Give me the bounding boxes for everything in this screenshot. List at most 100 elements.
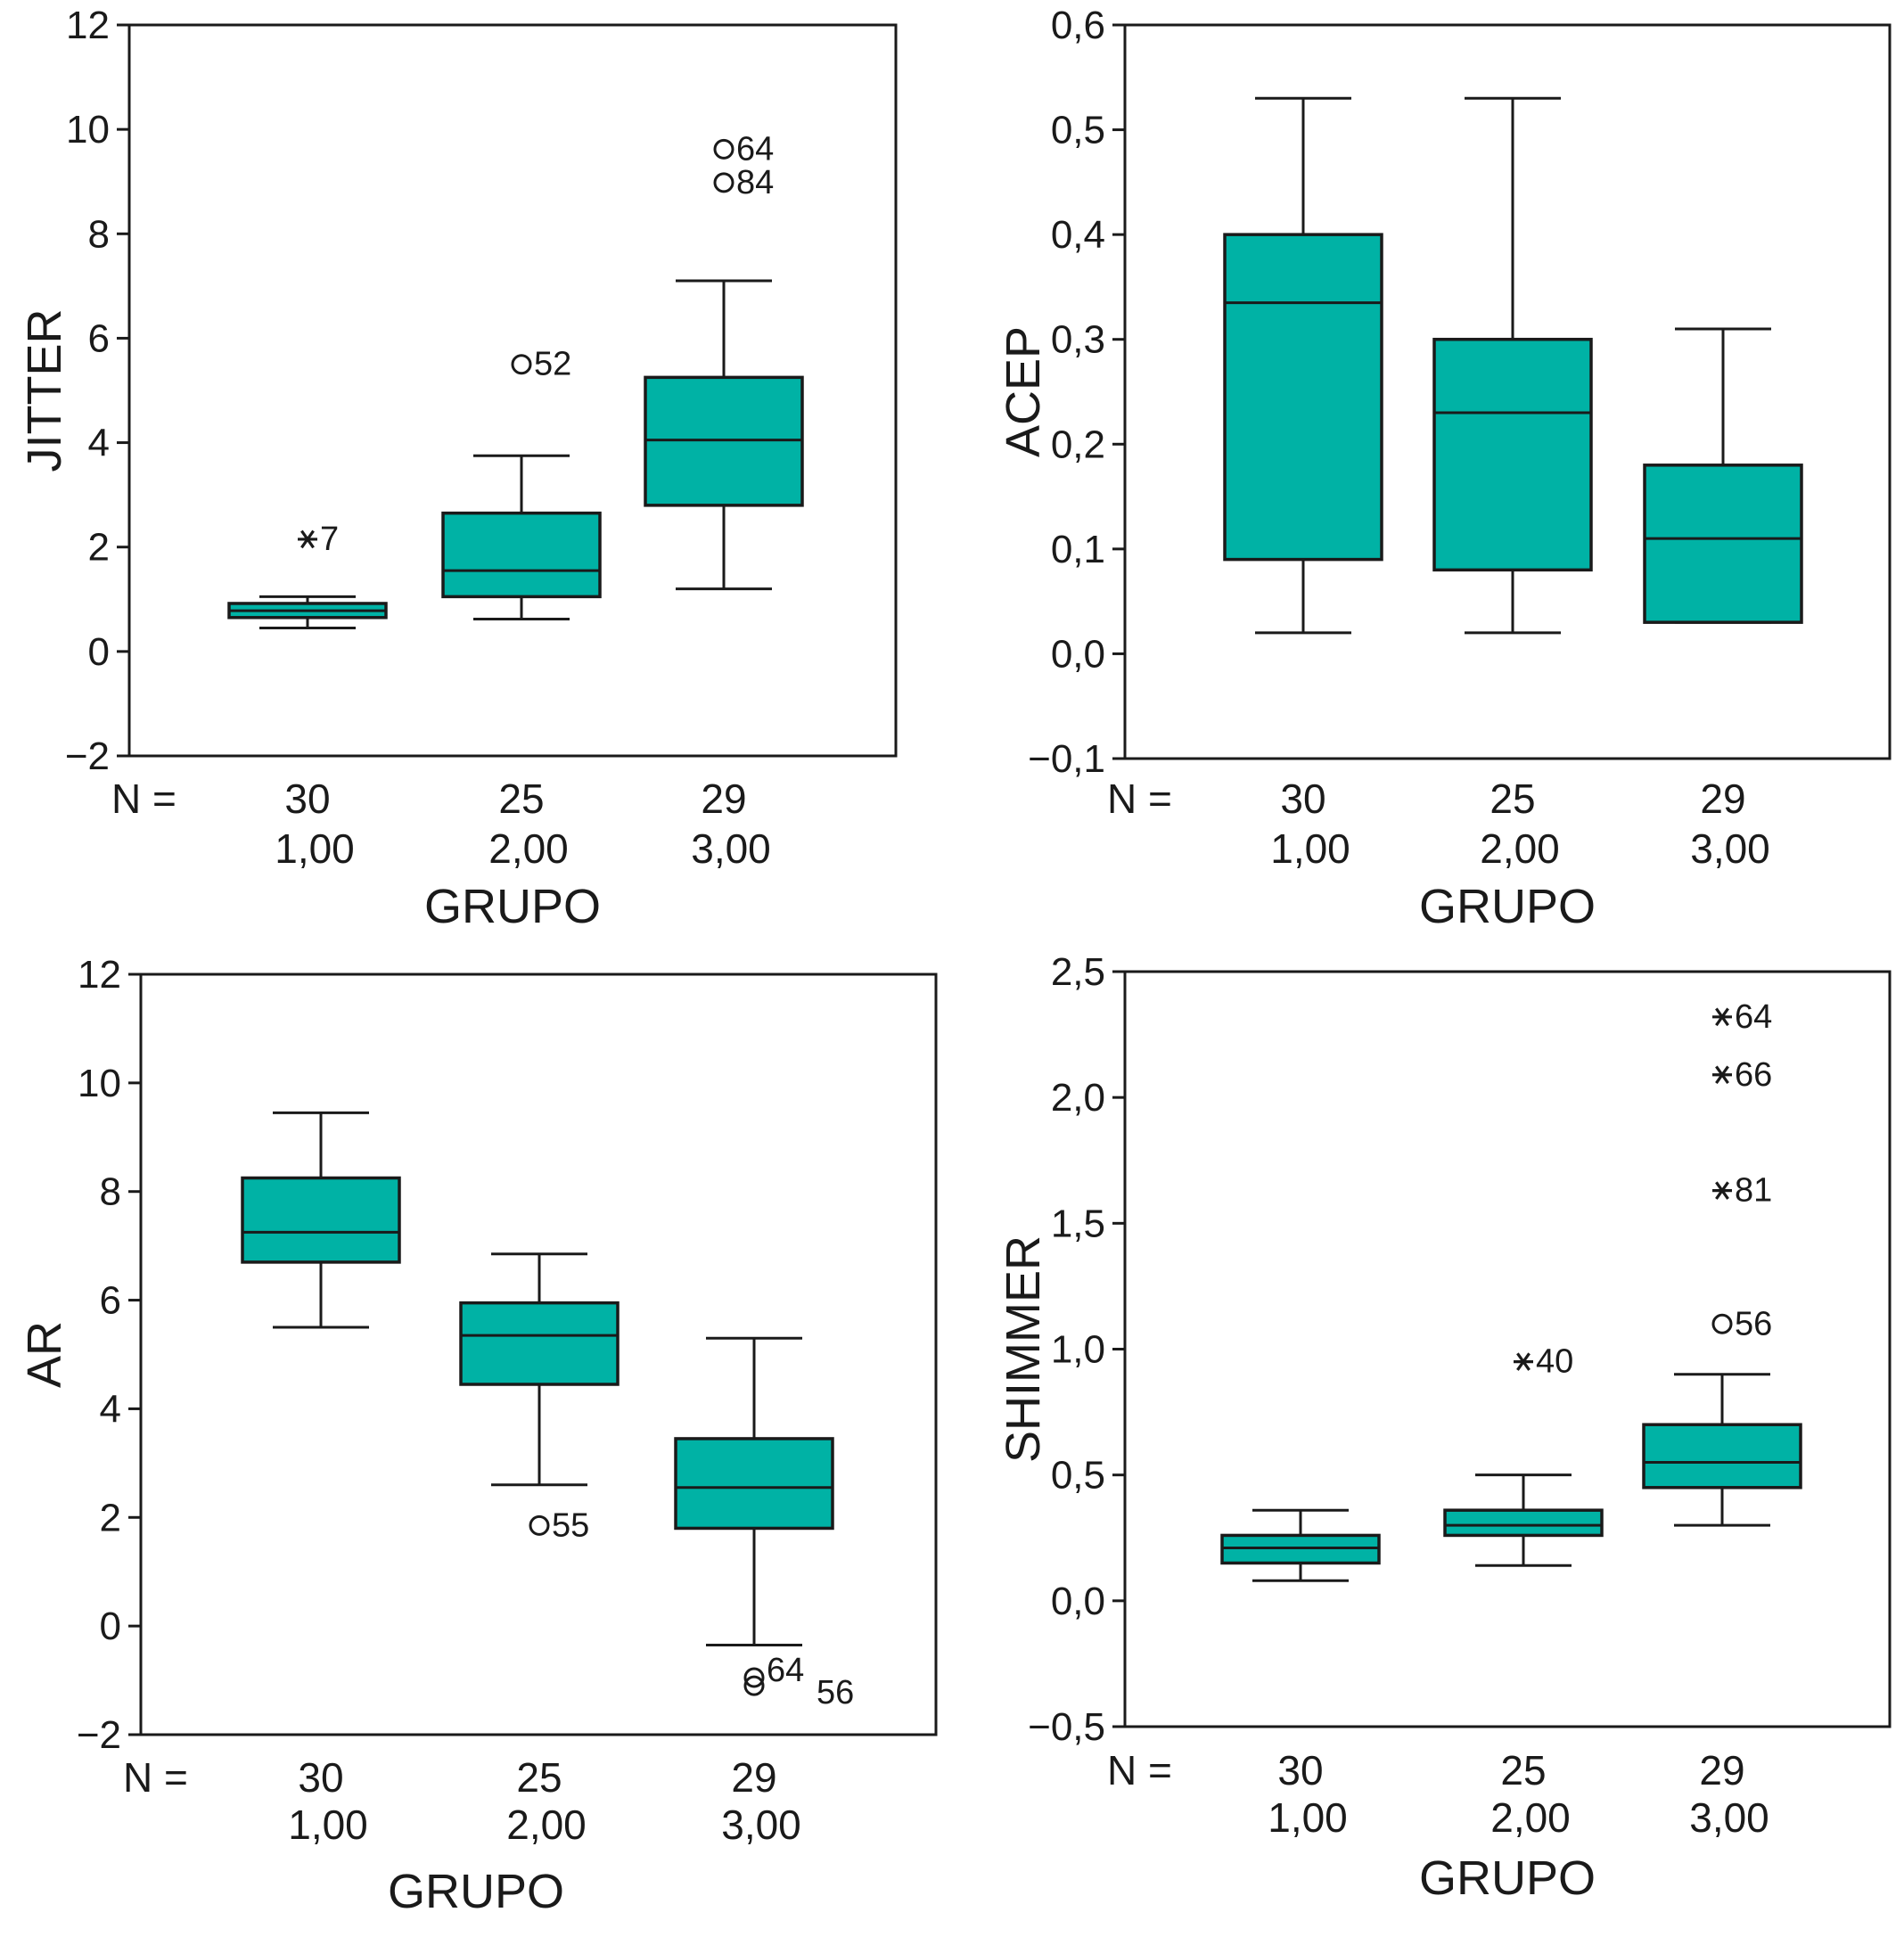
n-count-label: 30 bbox=[1277, 1747, 1323, 1793]
box-group-2: 52 252,00 bbox=[441, 346, 602, 872]
y-tick-label: 6 bbox=[88, 316, 110, 360]
outlier-label: 40 bbox=[1536, 1343, 1573, 1381]
box-group-2: 252,00 bbox=[1432, 96, 1593, 872]
panel-acep: −0,1 0,0 0,1 0,2 0,3 0,4 0,5 0,6 ACEP N = GRUPO 301… bbox=[997, 4, 1892, 933]
box-group-3: 64 66 81 56 293,00 bbox=[1642, 998, 1802, 1841]
y-tick-label: 0,3 bbox=[1051, 318, 1105, 362]
n-count-label: 30 bbox=[298, 1754, 343, 1801]
outlier-label: 84 bbox=[736, 164, 774, 201]
y-tick-label: 12 bbox=[78, 953, 121, 997]
y-tick-label: 8 bbox=[100, 1170, 121, 1214]
box-group-3: 64 56 293,00 bbox=[674, 1336, 854, 1848]
y-axis-label: ACEP bbox=[997, 326, 1050, 457]
y-tick-label: 0,1 bbox=[1051, 528, 1105, 571]
n-prefix-label: N = bbox=[111, 776, 176, 822]
y-tick-label: 10 bbox=[78, 1062, 121, 1105]
extreme-star bbox=[298, 529, 317, 549]
n-count-label: 25 bbox=[1490, 776, 1535, 822]
box-group-2: 55 252,00 bbox=[459, 1252, 620, 1848]
outlier-label: 7 bbox=[320, 521, 339, 558]
y-tick-label: 2,0 bbox=[1051, 1076, 1105, 1120]
outlier-label: 81 bbox=[1735, 1172, 1772, 1210]
plot-frame bbox=[127, 23, 898, 758]
box-group-1: 7 301,00 bbox=[227, 521, 388, 872]
outlier-label: 55 bbox=[552, 1506, 589, 1544]
y-tick-label: −2 bbox=[65, 735, 110, 778]
extreme-star bbox=[1712, 1007, 1732, 1027]
outlier-label: 52 bbox=[534, 346, 571, 383]
box-group-1: 301,00 bbox=[1223, 96, 1383, 872]
y-tick-label: −0,5 bbox=[1028, 1705, 1105, 1749]
y-tick-label: 2 bbox=[100, 1496, 121, 1539]
n-count-label: 30 bbox=[284, 776, 330, 822]
x-axis-label: GRUPO bbox=[1419, 1851, 1596, 1905]
plot-frame bbox=[139, 973, 938, 1736]
iqr-box bbox=[1443, 1508, 1604, 1538]
x-category-label: 3,00 bbox=[721, 1802, 801, 1848]
y-tick-label: 0,4 bbox=[1051, 213, 1105, 257]
n-count-label: 25 bbox=[516, 1754, 562, 1801]
y-tick-label: 8 bbox=[88, 212, 110, 256]
box-group-2: 40 252,00 bbox=[1443, 1343, 1604, 1841]
n-prefix-label: N = bbox=[123, 1754, 188, 1801]
outlier-circle bbox=[743, 1675, 765, 1696]
y-tick-label: 4 bbox=[88, 422, 110, 465]
x-category-label: 2,00 bbox=[506, 1802, 587, 1848]
outlier-circle bbox=[743, 1667, 765, 1688]
x-category-label: 1,00 bbox=[1270, 825, 1350, 872]
y-tick-label: 0 bbox=[88, 630, 110, 674]
n-count-label: 29 bbox=[1699, 1747, 1744, 1793]
y-tick-label: 0,0 bbox=[1051, 1580, 1105, 1623]
y-axis-label: SHIMMER bbox=[997, 1235, 1050, 1463]
y-tick-label: 4 bbox=[100, 1387, 121, 1431]
n-count-label: 29 bbox=[1700, 776, 1745, 822]
x-category-label: 3,00 bbox=[1689, 1794, 1769, 1841]
panel-jitter: −2 0 2 4 6 8 10 12 JITTER N = GRUPO 7 301,00 52 252,00… bbox=[18, 4, 898, 933]
n-count-label: 29 bbox=[731, 1754, 776, 1801]
n-prefix-label: N = bbox=[1107, 1747, 1172, 1793]
x-axis-label: GRUPO bbox=[424, 880, 601, 933]
outlier-circle bbox=[511, 354, 532, 375]
y-tick-label: 10 bbox=[66, 108, 110, 152]
y-tick-label: 0 bbox=[100, 1605, 121, 1648]
outlier-label: 66 bbox=[1735, 1056, 1772, 1094]
outlier-circle bbox=[529, 1514, 550, 1536]
box-group-1: 301,00 bbox=[1220, 1508, 1381, 1841]
y-tick-label: 0,5 bbox=[1051, 1454, 1105, 1498]
outlier-label: 64 bbox=[767, 1652, 804, 1689]
y-tick-label: 0,5 bbox=[1051, 109, 1105, 152]
y-tick-label: 6 bbox=[100, 1279, 121, 1323]
y-axis-label: AR bbox=[18, 1321, 71, 1388]
n-count-label: 30 bbox=[1280, 776, 1325, 822]
plot-frame bbox=[1123, 970, 1892, 1728]
x-axis-label: GRUPO bbox=[1419, 880, 1596, 933]
x-category-label: 2,00 bbox=[1480, 825, 1560, 872]
box-group-3: 293,00 bbox=[1643, 327, 1803, 872]
n-count-label: 25 bbox=[1500, 1747, 1546, 1793]
extreme-star bbox=[1514, 1352, 1533, 1371]
y-axis-label: JITTER bbox=[18, 309, 71, 472]
extreme-star bbox=[1712, 1181, 1732, 1200]
y-tick-label: 1,5 bbox=[1051, 1202, 1105, 1245]
outlier-circle bbox=[1711, 1313, 1733, 1334]
x-category-label: 1,00 bbox=[1268, 1794, 1348, 1841]
x-category-label: 2,00 bbox=[1490, 1794, 1571, 1841]
iqr-box bbox=[1643, 464, 1803, 624]
y-tick-label: 2,5 bbox=[1051, 950, 1105, 994]
iqr-box bbox=[1642, 1423, 1802, 1490]
extreme-star bbox=[1712, 1065, 1732, 1085]
y-tick-label: 12 bbox=[66, 4, 110, 47]
outlier-label: 56 bbox=[817, 1674, 854, 1711]
x-category-label: 1,00 bbox=[275, 825, 355, 872]
n-count-label: 25 bbox=[498, 776, 544, 822]
outlier-circle bbox=[713, 138, 735, 160]
x-axis-label: GRUPO bbox=[388, 1865, 564, 1918]
x-category-label: 2,00 bbox=[488, 825, 569, 872]
y-tick-label: 2 bbox=[88, 526, 110, 570]
outlier-label: 56 bbox=[1735, 1305, 1772, 1342]
box-group-1: 301,00 bbox=[241, 1111, 401, 1848]
x-category-label: 3,00 bbox=[1690, 825, 1770, 872]
y-tick-label: 0,0 bbox=[1051, 632, 1105, 676]
iqr-box bbox=[241, 1176, 401, 1264]
